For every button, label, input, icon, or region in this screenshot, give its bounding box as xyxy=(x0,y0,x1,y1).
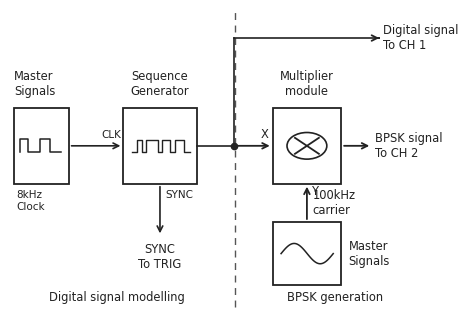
Text: SYNC: SYNC xyxy=(166,190,194,200)
Text: Multiplier
module: Multiplier module xyxy=(280,70,334,98)
FancyBboxPatch shape xyxy=(273,222,341,285)
Text: CLK: CLK xyxy=(101,130,121,140)
Text: X: X xyxy=(261,128,269,141)
Text: Y: Y xyxy=(311,185,319,198)
Text: BPSK generation: BPSK generation xyxy=(287,291,383,304)
Circle shape xyxy=(287,133,327,159)
Text: SYNC
To TRIG: SYNC To TRIG xyxy=(138,243,182,270)
Text: 100kHz
carrier: 100kHz carrier xyxy=(313,189,356,217)
Text: Master
Signals: Master Signals xyxy=(14,70,55,98)
Text: Master
Signals: Master Signals xyxy=(348,240,390,268)
FancyBboxPatch shape xyxy=(273,108,341,184)
Text: BPSK signal
To CH 2: BPSK signal To CH 2 xyxy=(375,132,443,160)
Text: 8kHz
Clock: 8kHz Clock xyxy=(17,190,45,212)
FancyBboxPatch shape xyxy=(14,108,69,184)
Text: Sequence
Generator: Sequence Generator xyxy=(131,70,189,98)
FancyBboxPatch shape xyxy=(123,108,197,184)
Text: Digital signal modelling: Digital signal modelling xyxy=(49,291,185,304)
Text: Digital signal
To CH 1: Digital signal To CH 1 xyxy=(383,24,458,52)
